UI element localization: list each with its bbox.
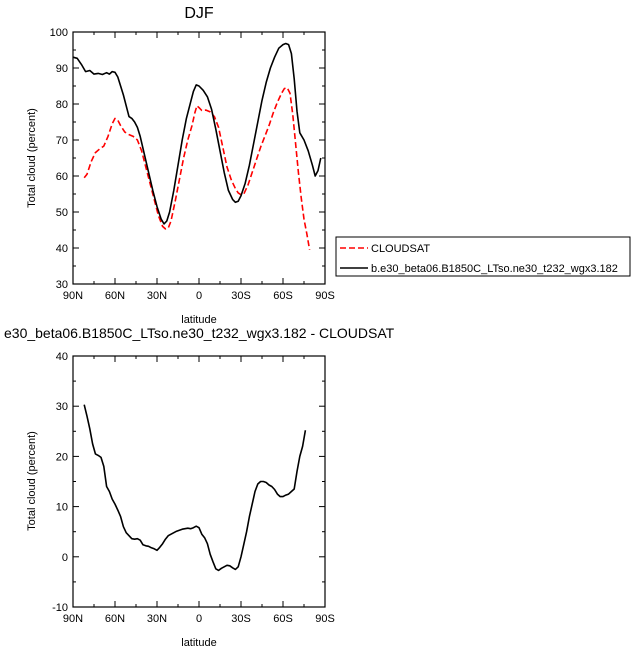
- panel-djf: DJF 90N 60N 30N 0 30S 60S 90S 30 40 50 60 70 80 90 100…: [26, 5, 335, 326]
- panel2-ytick-label: 10: [56, 502, 68, 514]
- legend-box: [335, 236, 631, 277]
- panel2-ytick-label: 30: [56, 401, 68, 413]
- panel1-xtick-label: 90S: [315, 290, 335, 302]
- panel1-series-1-line: [72, 42, 322, 225]
- panel2-frame: [72, 355, 326, 608]
- legend: CLOUDSAT b.e30_beta06.B1850C_LTso.ne30_t…: [335, 236, 631, 277]
- panel1-ytick-label: 80: [56, 99, 68, 111]
- panel1-xtick-label: 30N: [147, 290, 167, 302]
- panel1-frame: [72, 31, 326, 285]
- panel2-xtick-label: 30S: [231, 613, 251, 625]
- panel1-xtick-label: 90N: [63, 290, 83, 302]
- panel2-ytick-label: 20: [56, 451, 68, 463]
- panel2-xlabel: latitude: [181, 637, 216, 649]
- panel2-ytick-label: 40: [56, 351, 68, 363]
- panel1-ytick-label: 40: [56, 243, 68, 255]
- panel1-ytick-label: 50: [56, 207, 68, 219]
- panel2-plot: [83, 404, 307, 572]
- panel1-ylabel: Total cloud (percent): [26, 108, 38, 208]
- panel1-xlabel: latitude: [181, 314, 216, 326]
- panel1-xtick-label: 60N: [105, 290, 125, 302]
- panel2-xtick-label: 0: [196, 613, 202, 625]
- panel1-series-0-line: [83, 87, 311, 250]
- legend-cloudsat-label: CLOUDSAT: [371, 243, 430, 255]
- panel2-xtick-label: 60N: [105, 613, 125, 625]
- panel2-ytick-label: -10: [52, 602, 68, 614]
- panel1-ytick-label: 90: [56, 63, 68, 75]
- panel2-ticks: 90N 60N 30N 0 30S 60S 90S -10 0 10 20 30 40: [52, 351, 335, 625]
- panel1-ytick-label: 100: [50, 27, 68, 39]
- panel1-ytick-label: 70: [56, 135, 68, 147]
- panel2-xtick-label: 60S: [273, 613, 293, 625]
- panel1-plot: [72, 42, 322, 250]
- panel-difference: e30_beta06.B1850C_LTso.ne30_t232_wgx3.18…: [4, 325, 395, 649]
- panel2-series-0-line: [83, 404, 307, 572]
- panel2-ylabel: Total cloud (percent): [26, 431, 38, 531]
- panel1-ticks: 90N 60N 30N 0 30S 60S 90S 30 40 50 60 70 80 90 100: [50, 27, 335, 302]
- panel2-title: e30_beta06.B1850C_LTso.ne30_t232_wgx3.18…: [4, 325, 395, 341]
- panel1-ytick-label: 30: [56, 279, 68, 291]
- panel2-xtick-label: 30N: [147, 613, 167, 625]
- panel1-xtick-label: 30S: [231, 290, 251, 302]
- panel1-ytick-label: 60: [56, 171, 68, 183]
- panel2-ytick-label: 0: [62, 552, 68, 564]
- panel1-title: DJF: [184, 5, 214, 22]
- panel2-xtick-label: 90N: [63, 613, 83, 625]
- panel2-xtick-label: 90S: [315, 613, 335, 625]
- legend-model-label: b.e30_beta06.B1850C_LTso.ne30_t232_wgx3.…: [371, 263, 618, 275]
- panel1-xtick-label: 0: [196, 290, 202, 302]
- panel1-xtick-label: 60S: [273, 290, 293, 302]
